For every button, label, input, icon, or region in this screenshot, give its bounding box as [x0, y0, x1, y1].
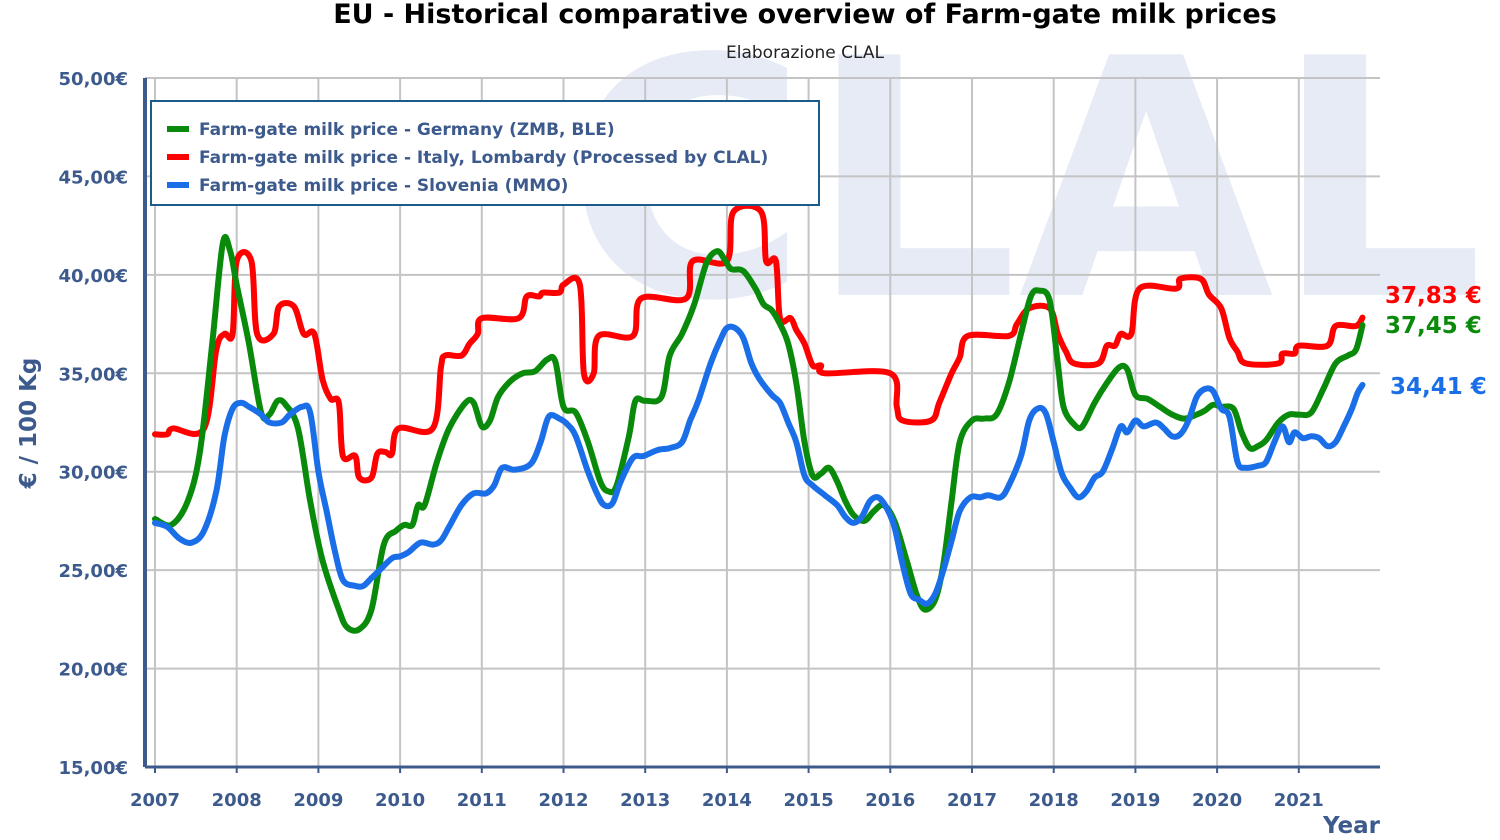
chart-title: EU - Historical comparative overview of …	[333, 0, 1277, 30]
series-end-label: 37,45 €	[1385, 313, 1482, 339]
x-tick-label: 2016	[865, 790, 915, 811]
x-tick-label: 2009	[293, 790, 343, 811]
x-tick-label: 2007	[130, 790, 180, 811]
series-line-1	[152, 202, 1366, 484]
chart-subtitle: Elaborazione CLAL	[726, 43, 885, 63]
series-lines	[152, 202, 1366, 634]
x-tick-label: 2013	[620, 790, 670, 811]
series-end-label: 34,41 €	[1390, 374, 1487, 400]
end-labels: 37,45 € 37,83 € 34,41 €	[1385, 283, 1487, 400]
y-tick-label: 35,00€	[59, 364, 128, 385]
x-tick-label: 2018	[1029, 790, 1079, 811]
legend-label: Farm-gate milk price - Germany (ZMB, BLE…	[199, 120, 615, 140]
x-tick-label: 2021	[1274, 790, 1324, 811]
x-axis-ticks: 2007 2008 2009 2010 2011 2012 2013 2014 2015 2016…	[130, 767, 1324, 811]
legend-box	[150, 100, 820, 206]
y-tick-label: 15,00€	[59, 758, 128, 779]
legend-label: Farm-gate milk price - Slovenia (MMO)	[199, 176, 568, 196]
x-tick-label: 2011	[457, 790, 507, 811]
x-tick-label: 2008	[212, 790, 262, 811]
x-axis-label: Year	[1322, 813, 1381, 839]
axes	[143, 78, 1380, 769]
y-tick-label: 40,00€	[59, 266, 128, 287]
x-tick-label: 2019	[1110, 790, 1160, 811]
y-tick-label: 20,00€	[59, 660, 128, 681]
legend: Farm-gate milk price - Germany (ZMB, BLE…	[150, 100, 820, 206]
x-tick-label: 2012	[538, 790, 588, 811]
y-axis-label: € / 100 Kg	[16, 358, 42, 490]
y-tick-label: 45,00€	[59, 167, 128, 188]
legend-label: Farm-gate milk price - Italy, Lombardy (…	[199, 148, 768, 168]
y-tick-label: 50,00€	[59, 69, 128, 90]
series-line-2	[152, 323, 1366, 607]
y-tick-label: 30,00€	[59, 463, 128, 484]
x-tick-label: 2010	[375, 790, 425, 811]
y-axis-ticks: 15,00€ 20,00€ 25,00€ 30,00€ 35,00€ 40,00€ 45,0…	[59, 69, 128, 779]
series-end-label: 37,83 €	[1385, 283, 1482, 309]
x-tick-label: 2015	[784, 790, 834, 811]
x-tick-label: 2014	[702, 790, 752, 811]
y-tick-label: 25,00€	[59, 561, 128, 582]
series-line-0	[152, 234, 1366, 634]
x-tick-label: 2017	[947, 790, 997, 811]
x-tick-label: 2020	[1192, 790, 1242, 811]
